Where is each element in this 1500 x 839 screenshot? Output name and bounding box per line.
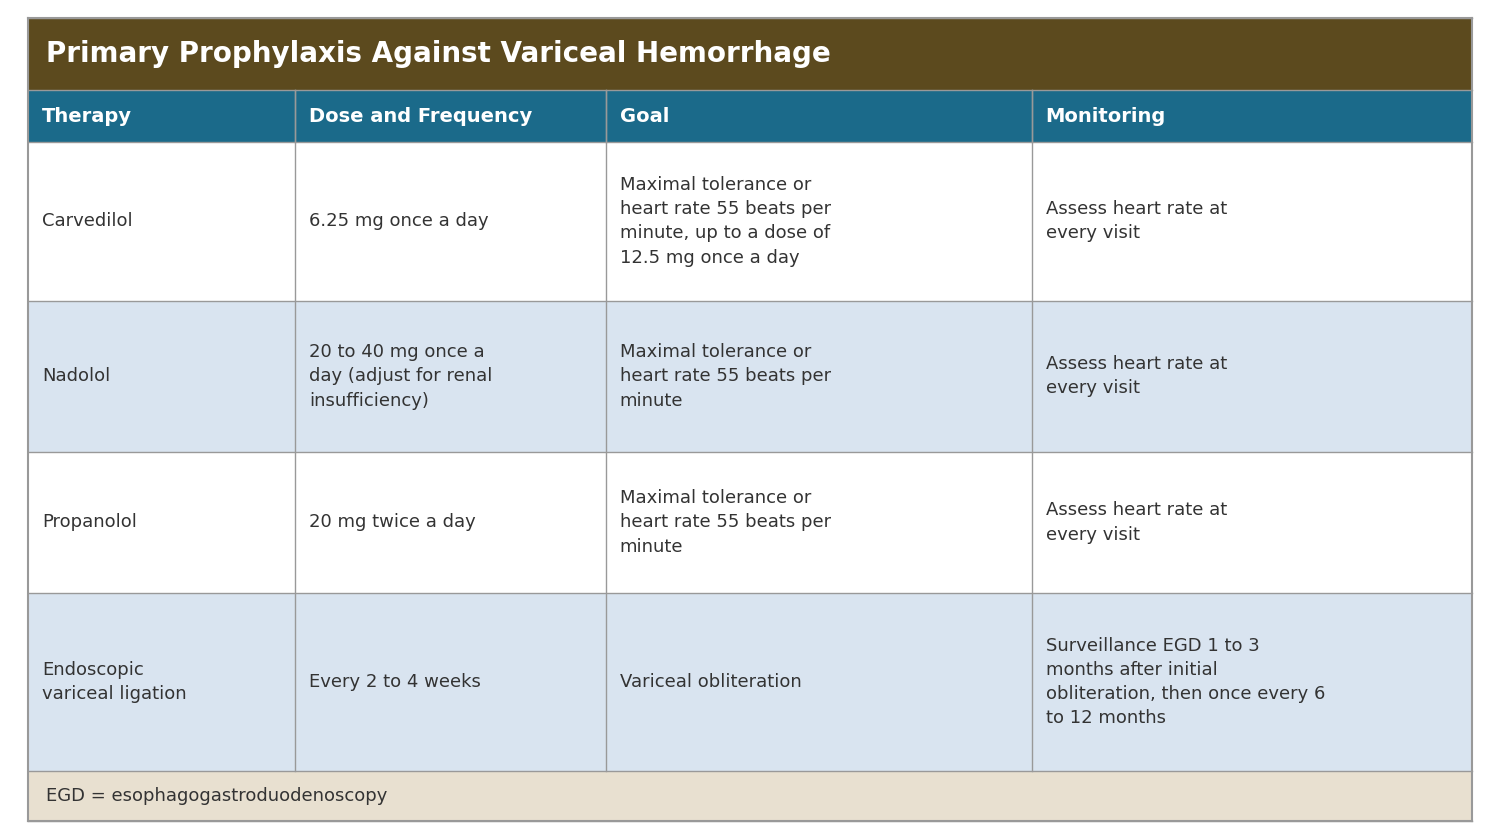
Text: Therapy: Therapy	[42, 107, 132, 126]
Text: Surveillance EGD 1 to 3
months after initial
obliteration, then once every 6
to : Surveillance EGD 1 to 3 months after ini…	[1046, 637, 1324, 727]
Text: Endoscopic
variceal ligation: Endoscopic variceal ligation	[42, 661, 186, 703]
Text: Monitoring: Monitoring	[1046, 107, 1166, 126]
Bar	[606, 452, 1032, 593]
Text: Maximal tolerance or
heart rate 55 beats per
minute, up to a dose of
12.5 mg onc: Maximal tolerance or heart rate 55 beats…	[620, 176, 831, 267]
Text: Dose and Frequency: Dose and Frequency	[309, 107, 532, 126]
Bar	[28, 593, 296, 771]
Bar	[1032, 300, 1472, 452]
Bar	[1032, 90, 1472, 142]
Text: Carvedilol: Carvedilol	[42, 212, 132, 230]
Bar	[296, 452, 606, 593]
Bar	[606, 142, 1032, 300]
Text: Primary Prophylaxis Against Variceal Hemorrhage: Primary Prophylaxis Against Variceal Hem…	[46, 40, 831, 68]
Text: Nadolol: Nadolol	[42, 367, 111, 385]
Bar	[28, 452, 296, 593]
Text: 6.25 mg once a day: 6.25 mg once a day	[309, 212, 489, 230]
Text: Assess heart rate at
every visit: Assess heart rate at every visit	[1046, 355, 1227, 398]
Bar	[296, 90, 606, 142]
Bar	[1032, 142, 1472, 300]
Text: Maximal tolerance or
heart rate 55 beats per
minute: Maximal tolerance or heart rate 55 beats…	[620, 489, 831, 555]
Bar	[606, 300, 1032, 452]
Text: Maximal tolerance or
heart rate 55 beats per
minute: Maximal tolerance or heart rate 55 beats…	[620, 343, 831, 409]
Bar	[606, 90, 1032, 142]
Bar	[28, 771, 1472, 821]
Bar	[1032, 593, 1472, 771]
Bar	[28, 18, 1472, 90]
Bar	[1032, 452, 1472, 593]
Bar	[296, 142, 606, 300]
Text: Assess heart rate at
every visit: Assess heart rate at every visit	[1046, 502, 1227, 544]
Text: Variceal obliteration: Variceal obliteration	[620, 673, 801, 691]
Text: Every 2 to 4 weeks: Every 2 to 4 weeks	[309, 673, 482, 691]
Text: Propanolol: Propanolol	[42, 513, 136, 531]
Text: 20 to 40 mg once a
day (adjust for renal
insufficiency): 20 to 40 mg once a day (adjust for renal…	[309, 343, 492, 409]
Bar	[28, 300, 296, 452]
Text: EGD = esophagogastroduodenoscopy: EGD = esophagogastroduodenoscopy	[46, 787, 387, 805]
Text: Goal: Goal	[620, 107, 669, 126]
Text: 20 mg twice a day: 20 mg twice a day	[309, 513, 476, 531]
Text: Assess heart rate at
every visit: Assess heart rate at every visit	[1046, 201, 1227, 242]
Bar	[606, 593, 1032, 771]
Bar	[28, 142, 296, 300]
Bar	[296, 593, 606, 771]
Bar	[28, 90, 296, 142]
Bar	[296, 300, 606, 452]
